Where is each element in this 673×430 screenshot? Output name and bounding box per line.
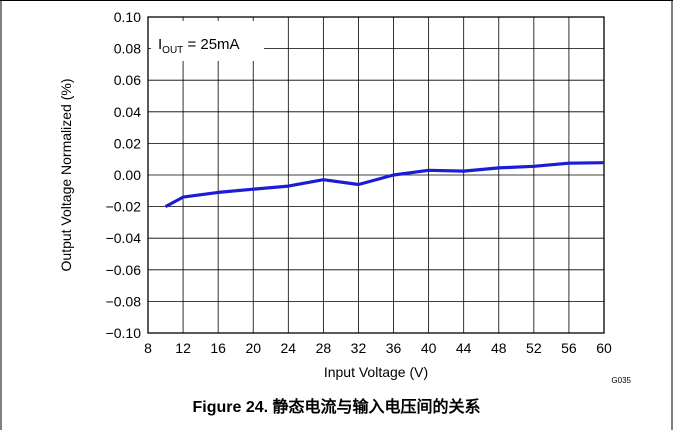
y-tick-labels: 0.10 0.08 0.06 0.04 0.02 0.00 −0.02 −0.04 −0.06 −… (106, 9, 142, 341)
x-tick-label: 28 (316, 340, 332, 356)
x-tick-label: 32 (351, 340, 367, 356)
y-tick-label: −0.08 (106, 293, 142, 309)
x-tick-label: 48 (491, 340, 507, 356)
y-tick-label: 0.08 (114, 41, 141, 57)
annotation-subscript: OUT (162, 45, 183, 56)
x-tick-label: 52 (526, 340, 542, 356)
x-tick-label: 20 (245, 340, 261, 356)
grid-lines (148, 17, 604, 333)
y-tick-label: −0.04 (106, 230, 142, 246)
x-tick-label: 56 (561, 340, 577, 356)
annotation-box: IOUT = 25mA (151, 21, 264, 61)
plot-area (147, 16, 605, 334)
y-axis-label: Output Voltage Normalized (%) (58, 79, 74, 272)
annotation-rest: = 25mA (183, 36, 239, 53)
annotation-main: I (158, 36, 162, 53)
annotation-text: IOUT = 25mA (158, 36, 240, 56)
series-lines (164, 161, 605, 209)
x-tick-label: 40 (421, 340, 437, 356)
x-axis-label: Input Voltage (V) (324, 364, 428, 380)
y-tick-label: 0.10 (114, 9, 141, 25)
x-tick-label: 60 (596, 340, 612, 356)
y-tick-label: 0.00 (114, 167, 141, 183)
y-tick-label: 0.06 (114, 72, 141, 88)
x-tick-label: 8 (144, 340, 152, 356)
series-line (164, 161, 605, 209)
figure-caption: Figure 24. 静态电流与输入电压间的关系 (192, 399, 481, 416)
x-tick-labels: 8 12 16 20 24 28 32 36 40 44 48 52 56 60 (144, 340, 612, 356)
x-tick-label: 12 (175, 340, 191, 356)
y-tick-label: 0.02 (114, 135, 141, 151)
x-tick-label: 24 (281, 340, 297, 356)
x-tick-label: 16 (210, 340, 226, 356)
y-tick-label: 0.04 (114, 104, 141, 120)
x-tick-label: 36 (386, 340, 402, 356)
y-tick-label: −0.06 (106, 262, 142, 278)
figure-code: G035 (611, 376, 631, 385)
y-tick-label: −0.02 (106, 199, 142, 215)
x-tick-label: 44 (456, 340, 472, 356)
y-tick-label: −0.10 (106, 325, 142, 341)
